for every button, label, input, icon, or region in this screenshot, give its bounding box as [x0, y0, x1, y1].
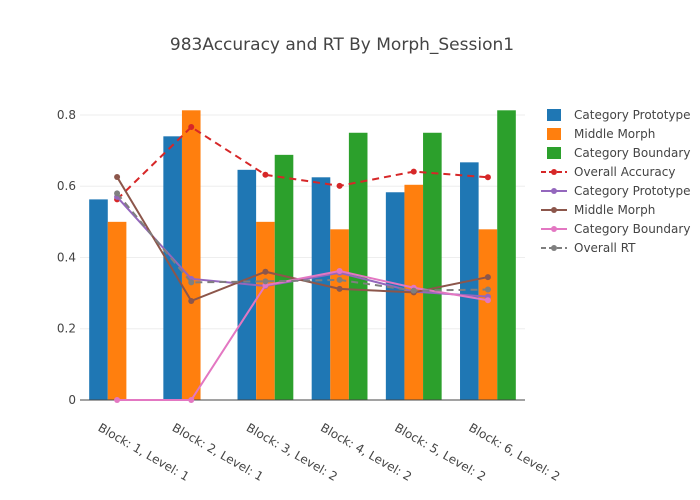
series-point	[410, 168, 417, 175]
legend-marker	[551, 169, 557, 175]
series-point	[188, 397, 195, 403]
bar	[423, 132, 442, 401]
legend-label: Overall Accuracy	[574, 165, 675, 179]
y-axis-ticks: 0 0.2 0.4 0.6 0.8	[57, 108, 76, 407]
bar	[89, 199, 108, 400]
bar	[256, 221, 275, 400]
bar	[274, 154, 294, 400]
bar	[385, 192, 405, 400]
legend-label: Overall RT	[574, 241, 636, 255]
bar	[181, 110, 201, 400]
chart-title: 983Accuracy and RT By Morph_Session1	[170, 35, 514, 55]
legend-marker	[551, 226, 557, 232]
lines	[114, 124, 491, 403]
y-tick-label: 0.8	[57, 108, 76, 122]
series-point	[484, 274, 491, 281]
legend-label: Category Prototype	[574, 108, 691, 122]
legend-marker	[551, 188, 557, 194]
series-point	[336, 285, 343, 292]
series-point	[262, 268, 269, 275]
series-point	[484, 297, 491, 304]
series-point	[336, 182, 343, 189]
series-line	[116, 125, 488, 201]
legend-swatch	[547, 128, 561, 140]
legend-marker	[551, 245, 557, 251]
bars	[89, 110, 516, 401]
legend-label: Middle Morph	[574, 203, 655, 217]
series-point	[188, 297, 195, 304]
legend-swatch	[547, 109, 561, 121]
bar	[311, 177, 331, 400]
y-tick-label: 0.6	[57, 179, 76, 193]
series-point	[188, 279, 195, 286]
bar	[497, 110, 516, 400]
bar	[478, 229, 498, 400]
series-point	[114, 173, 121, 180]
bar	[107, 221, 127, 400]
series-point	[484, 174, 491, 181]
bar	[330, 229, 349, 400]
y-tick-label: 0.2	[57, 322, 76, 336]
series-line	[116, 192, 488, 292]
series-point	[484, 286, 491, 293]
series-point	[410, 287, 417, 294]
series-point	[114, 397, 121, 403]
series-point	[114, 190, 121, 197]
y-tick-label: 0	[68, 393, 76, 407]
legend-swatch	[547, 147, 561, 159]
series-point	[336, 268, 343, 275]
legend-label: Category Boundary	[574, 146, 690, 160]
series-point	[188, 124, 195, 131]
series-point	[262, 278, 269, 285]
legend-label: Category Boundary	[574, 222, 690, 236]
legend-label: Middle Morph	[574, 127, 655, 141]
y-tick-label: 0.4	[57, 250, 76, 264]
legend-label: Category Prototype	[574, 184, 691, 198]
bar	[348, 132, 368, 401]
series-point	[336, 276, 343, 283]
grid	[80, 114, 525, 330]
legend: Category Prototype Middle Morph Category B…	[541, 108, 691, 255]
legend-marker	[551, 207, 557, 213]
series-point	[262, 171, 269, 178]
